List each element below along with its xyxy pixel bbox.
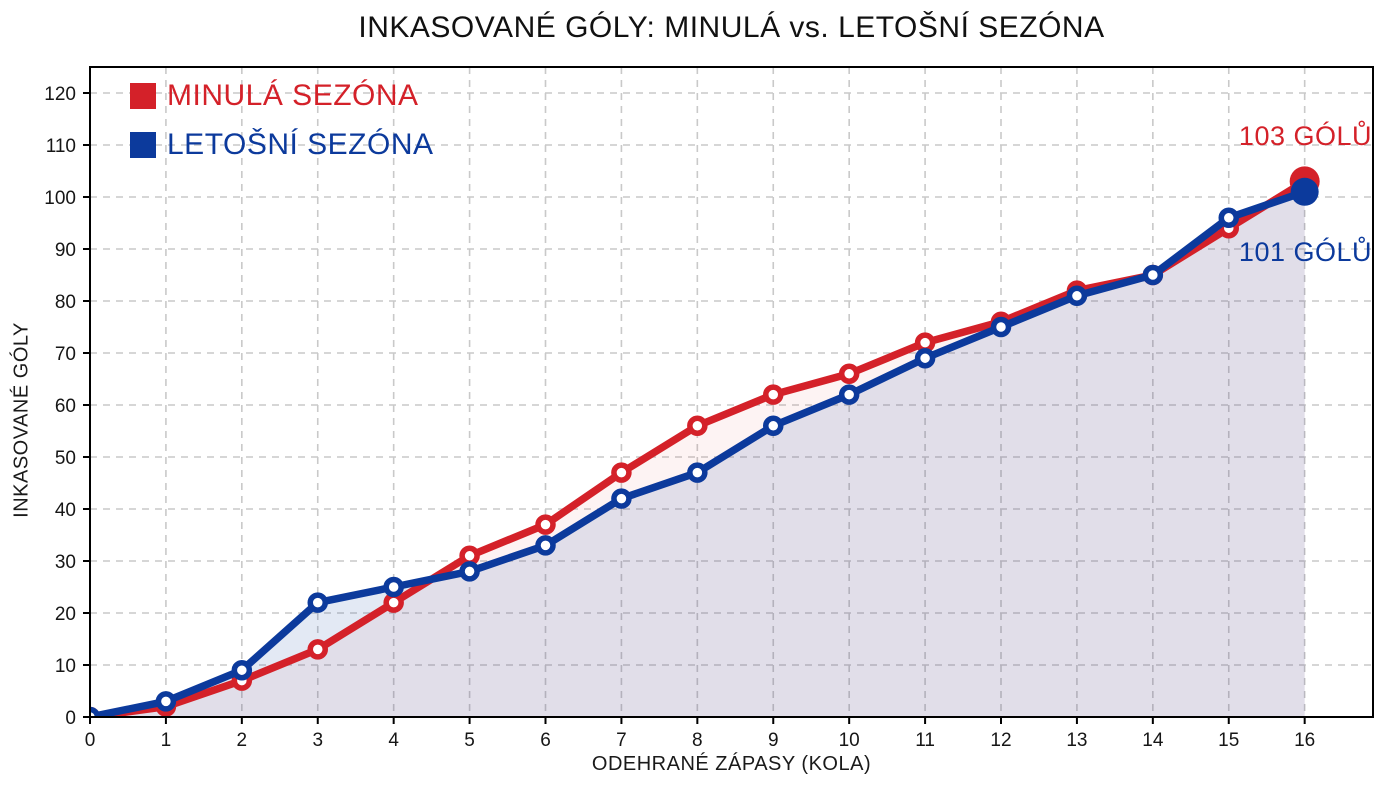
svg-text:120: 120 — [44, 84, 76, 105]
marker — [459, 545, 480, 567]
svg-text:3: 3 — [312, 730, 323, 751]
marker — [383, 576, 404, 598]
end-value-label-letosni: 101 GÓLŮ — [1238, 237, 1372, 267]
legend-label-letosni-sezona: LETOŠNÍ SEZÓNA — [167, 128, 434, 161]
end-value-label-minula: 103 GÓLŮ — [1238, 121, 1372, 151]
legend: MINULÁ SEZÓNA LETOŠNÍ SEZÓNA — [130, 79, 434, 177]
marker — [155, 691, 177, 712]
chart-title: INKASOVANÉ GÓLY: MINULÁ vs. LETOŠNÍ SEZÓ… — [358, 11, 1105, 44]
marker — [535, 535, 556, 556]
marker — [383, 592, 404, 613]
marker — [535, 514, 556, 535]
svg-text:10: 10 — [55, 656, 76, 677]
marker — [838, 384, 860, 405]
axis-tick-labels: 0 1 2 3 4 5 6 7 8 9 10 11 12 13 14 15 160102030405060708… — [44, 84, 1315, 751]
svg-text:110: 110 — [46, 136, 76, 157]
svg-text:9: 9 — [768, 730, 779, 751]
svg-text:14: 14 — [1142, 730, 1164, 751]
legend-swatch-blue — [130, 132, 156, 158]
marker — [90, 706, 101, 717]
y-axis-title: INKASOVANÉ GÓLY — [10, 322, 33, 518]
marker — [1218, 207, 1240, 229]
marker — [914, 347, 936, 369]
svg-text:15: 15 — [1218, 730, 1239, 751]
area-minula — [90, 181, 1305, 717]
legend-item-minula-sezona: MINULÁ SEZÓNA — [130, 79, 434, 113]
marker — [307, 592, 329, 613]
marker — [838, 363, 860, 385]
marker — [763, 415, 784, 437]
marker — [1066, 285, 1088, 307]
gridlines — [90, 67, 1373, 717]
svg-text:13: 13 — [1066, 730, 1087, 751]
marker — [687, 415, 708, 437]
svg-text:70: 70 — [55, 344, 76, 365]
marker — [231, 659, 253, 681]
marker — [307, 639, 329, 660]
svg-text:16: 16 — [1294, 730, 1315, 751]
legend-item-letosni-sezona: LETOŠNÍ SEZÓNA — [130, 128, 434, 162]
marker — [459, 561, 480, 582]
marker — [763, 384, 784, 405]
svg-text:80: 80 — [55, 292, 76, 313]
legend-swatch-red — [130, 83, 156, 109]
plot-border — [89, 66, 1374, 718]
marker — [1142, 264, 1164, 286]
svg-text:1: 1 — [161, 730, 172, 751]
svg-text:20: 20 — [55, 604, 76, 625]
svg-text:90: 90 — [55, 240, 76, 261]
svg-text:7: 7 — [616, 730, 627, 751]
marker — [990, 316, 1012, 338]
svg-text:11: 11 — [915, 730, 935, 751]
svg-text:2: 2 — [237, 730, 248, 751]
axis-ticks — [83, 92, 1306, 724]
svg-text:50: 50 — [55, 448, 76, 469]
svg-text:100: 100 — [44, 188, 76, 209]
svg-text:40: 40 — [55, 500, 76, 521]
legend-label-minula-sezona: MINULÁ SEZÓNA — [167, 79, 419, 112]
marker — [914, 332, 936, 353]
marker — [611, 488, 632, 509]
svg-text:60: 60 — [55, 396, 76, 417]
marker — [687, 462, 708, 483]
svg-text:0: 0 — [65, 708, 76, 729]
svg-text:4: 4 — [388, 730, 399, 751]
svg-text:30: 30 — [55, 552, 76, 573]
svg-text:6: 6 — [540, 730, 551, 751]
end-marker-letosni — [1290, 177, 1319, 206]
svg-text:12: 12 — [990, 730, 1011, 751]
svg-text:8: 8 — [692, 730, 703, 751]
area-letosni — [90, 191, 1305, 717]
svg-text:10: 10 — [839, 730, 860, 751]
x-axis-title: ODEHRANÉ ZÁPASY (KOLA) — [591, 753, 872, 775]
marker — [611, 462, 632, 483]
svg-text:0: 0 — [85, 730, 96, 751]
svg-text:5: 5 — [464, 730, 475, 751]
series-letosni — [90, 188, 1309, 717]
